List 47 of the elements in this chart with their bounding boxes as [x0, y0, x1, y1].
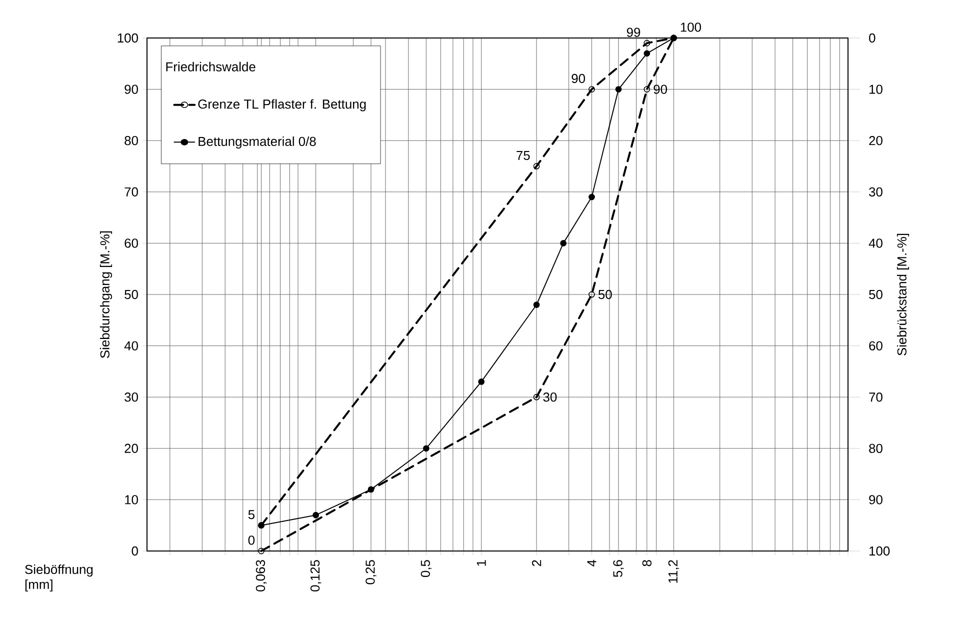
y2-tick-label: 10 — [870, 84, 882, 94]
x-tick-label: 2 — [532, 560, 542, 566]
data-label: 100 — [680, 22, 702, 32]
y-tick-label: 0 — [132, 546, 138, 556]
y2-axis-title: Siebrückstand [M.-%] — [896, 234, 910, 356]
y2-tick-label: 60 — [869, 341, 882, 350]
legend-label: Grenze TL Pflaster f. Bettung — [198, 99, 366, 112]
x-tick-label: 1 — [476, 560, 486, 566]
y2-tick-label: 40 — [868, 238, 882, 248]
x-tick-label: 5,6 — [613, 560, 624, 578]
y-tick-label: 60 — [124, 238, 138, 248]
y-tick-label: 90 — [124, 84, 138, 94]
data-label: 50 — [598, 290, 612, 300]
y-tick-label: 70 — [124, 187, 138, 196]
data-label: 5 — [248, 510, 254, 520]
y2-tick-label: 30 — [869, 187, 882, 196]
y2-tick-label: 100 — [870, 546, 890, 556]
data-label: 30 — [543, 392, 557, 402]
y-tick-label: 10 — [125, 495, 138, 504]
x-tick-label: 0,5 — [420, 560, 432, 578]
y2-tick-label: 70 — [869, 392, 882, 402]
x-tick-label: 0,063 — [256, 560, 267, 592]
data-label: 75 — [516, 151, 530, 160]
y-tick-label: 30 — [124, 392, 138, 402]
legend-title: Friedrichswalde — [166, 62, 256, 72]
y-tick-label: 20 — [124, 444, 138, 453]
y-axis-title: Siebdurchgang [M.-%] — [100, 231, 112, 358]
y2-tick-label: 80 — [869, 444, 882, 453]
y-tick-label: 50 — [124, 290, 138, 300]
data-label: 90 — [654, 84, 668, 94]
y2-tick-label: 50 — [869, 290, 882, 300]
y2-tick-label: 0 — [869, 33, 876, 43]
x-tick-label: 8 — [642, 560, 652, 566]
data-label: 90 — [572, 74, 586, 84]
y2-tick-label: 20 — [869, 136, 882, 146]
data-label: 0 — [248, 536, 255, 545]
x-tick-label: 11,2 — [668, 560, 680, 583]
y2-tick-label: 90 — [869, 495, 882, 504]
x-tick-label: 0,25 — [366, 560, 376, 584]
y-tick-label: 100 — [118, 33, 138, 43]
x-axis-title: Sieböffnung [mm] — [25, 564, 93, 592]
x-tick-label: 0,125 — [310, 560, 322, 592]
y-tick-label: 80 — [124, 136, 138, 146]
legend-label: Bettungsmaterial 0/8 — [198, 136, 316, 149]
data-label: 99 — [626, 28, 640, 37]
y-tick-label: 40 — [124, 341, 138, 350]
x-tick-label: 4 — [587, 560, 596, 566]
